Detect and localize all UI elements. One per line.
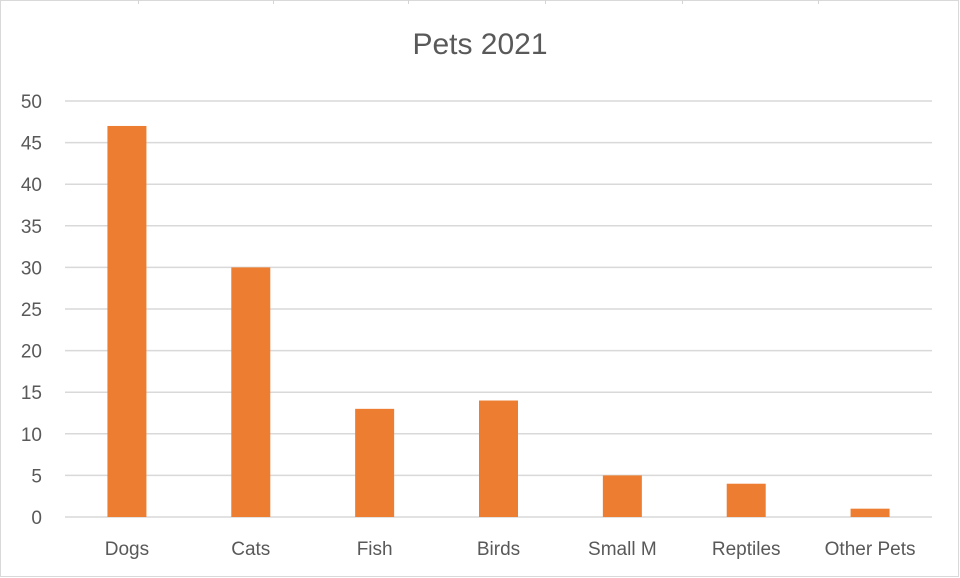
bar-small-m (602, 475, 642, 517)
x-tick-label: Birds (477, 539, 520, 560)
y-tick-label: 20 (21, 342, 42, 363)
gridlines (65, 100, 932, 518)
y-tick-label: 25 (21, 300, 42, 321)
bar-fish (355, 408, 395, 517)
chart-title: Pets 2021 (412, 28, 548, 61)
bar-dogs (107, 125, 147, 518)
x-tick-label: Fish (357, 539, 393, 560)
bar-other-pets (850, 508, 890, 517)
x-tick-label: Other Pets (825, 539, 916, 560)
bar-cats (231, 267, 271, 517)
bar-reptiles (726, 483, 766, 517)
y-tick-label: 45 (21, 134, 42, 155)
x-tick-label: Reptiles (712, 539, 781, 560)
x-tick-label: Dogs (105, 539, 149, 560)
y-tick-label: 15 (21, 383, 42, 404)
x-axis-labels: Dogs Cats Fish Birds Small M Reptiles Other Pe… (105, 539, 916, 560)
x-tick-label: Small M (588, 539, 657, 560)
x-tick-label: Cats (231, 539, 270, 560)
bars (107, 125, 890, 518)
y-tick-label: 40 (21, 175, 42, 196)
y-tick-label: 10 (21, 425, 42, 446)
y-tick-label: 30 (21, 258, 42, 279)
bar-birds (479, 400, 518, 517)
y-tick-label: 35 (21, 217, 42, 238)
y-axis-labels: 0 5 10 15 20 25 30 35 40 45 50 (21, 92, 42, 529)
y-tick-label: 5 (31, 466, 42, 487)
y-tick-label: 0 (31, 508, 42, 529)
sheet-cell-borders (0, 0, 960, 4)
y-tick-label: 50 (21, 92, 42, 113)
